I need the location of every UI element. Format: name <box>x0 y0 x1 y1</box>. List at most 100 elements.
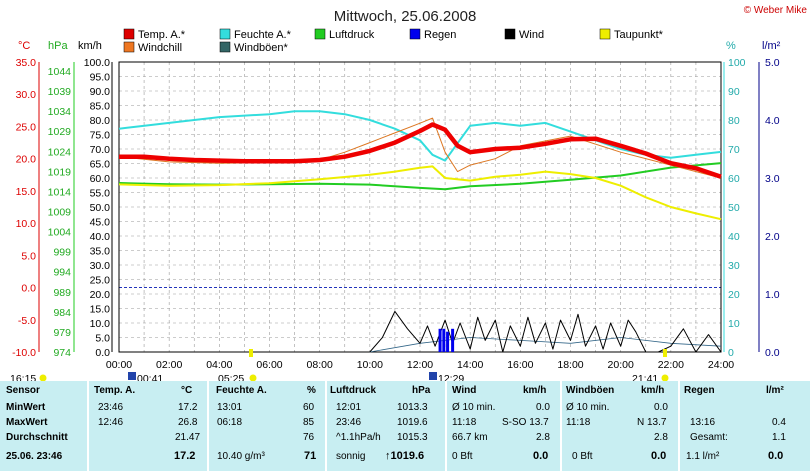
header-wind-unit: km/h <box>523 385 547 396</box>
legend-label: Windböen* <box>234 42 289 54</box>
sun-icon <box>39 374 47 381</box>
abs-hum: 10.40 g/m³ <box>217 451 265 462</box>
axis-unit-press: hPa <box>48 40 68 52</box>
press-tick-label: 1009 <box>48 207 72 219</box>
rain-bar <box>442 328 446 352</box>
wind-info: 66.7 km <box>452 432 488 443</box>
header-sensor: Sensor <box>6 385 40 396</box>
press-trend: ^1.1hPa/h <box>336 432 381 443</box>
press-tick-label: 989 <box>53 287 71 299</box>
table-divider <box>207 381 209 471</box>
rain-total: 1.1 l/m² <box>686 451 720 462</box>
wind-tick-label: 85.0 <box>90 101 111 113</box>
wind-tick-label: 20.0 <box>90 289 111 301</box>
legend-swatch <box>123 28 135 40</box>
header-press-unit: hPa <box>412 385 431 396</box>
row-label: MinWert <box>6 402 46 413</box>
legend-label: Regen <box>424 29 456 41</box>
time-tick-label: 04:00 <box>206 359 232 371</box>
wind-value: 0.0 <box>536 402 550 413</box>
wind-tick-label: 70.0 <box>90 144 111 156</box>
wind-tick-label: 35.0 <box>90 246 111 258</box>
press-tick-label: 1044 <box>48 66 72 78</box>
legend-label: Taupunkt* <box>614 29 664 41</box>
plot-frame <box>118 61 722 353</box>
hum-tick-label: 40 <box>728 231 740 243</box>
wind-tick-label: 50.0 <box>90 202 111 214</box>
table-header-row: Sensor Temp. A. °C Feuchte A. % Luftdruc… <box>0 383 810 398</box>
table-divider <box>87 381 89 471</box>
rain-bar <box>446 331 450 352</box>
gust-bft: 0 Bft <box>572 451 593 462</box>
legend-label: Temp. A.* <box>138 29 186 41</box>
temp-tick-label: 15.0 <box>16 186 37 198</box>
time-tick-label: 24:00 <box>708 359 734 371</box>
moon-time-label: 00:41 <box>137 373 163 381</box>
wind-info: 11:18 <box>452 417 477 428</box>
wind-tick-label: 10.0 <box>90 318 111 330</box>
sunrise-label: 05:25 <box>218 373 244 381</box>
press-tick-label: 1024 <box>48 146 72 158</box>
time-tick-label: 20:00 <box>608 359 634 371</box>
hum-value: 76 <box>303 432 315 443</box>
press-value: ↑1019.6 <box>385 450 425 462</box>
gust-info: Ø 10 min. <box>566 402 610 413</box>
row-label: 25.06. 23:46 <box>6 451 63 462</box>
header-gust-unit: km/h <box>641 385 665 396</box>
legend-swatch <box>123 41 135 53</box>
header-gust: Windböen <box>566 385 615 396</box>
legend-swatch <box>599 28 611 40</box>
hum-tick-label: 0 <box>728 347 734 359</box>
header-rain-unit: l/m² <box>766 385 784 396</box>
wind-tick-label: 75.0 <box>90 130 111 142</box>
series-feuchte <box>118 110 722 162</box>
press-tick-label: 1034 <box>48 106 72 118</box>
time-tick-label: 18:00 <box>557 359 583 371</box>
press-tick-label: 1014 <box>48 186 72 198</box>
temp-value: 17.2 <box>174 450 196 462</box>
row-label: Durchschnitt <box>6 432 68 443</box>
left-time-label: 16:15 <box>10 373 36 381</box>
wind-bft: 0 Bft <box>452 451 473 462</box>
hum-time: 13:01 <box>217 402 243 413</box>
rain-tick-label: 0.0 <box>765 347 780 359</box>
temp-time: 23:46 <box>98 402 124 413</box>
rain-info: 13:16 <box>690 417 716 428</box>
sun-icon <box>249 374 257 381</box>
sunset-marker <box>663 349 667 357</box>
sunrise-marker <box>249 349 253 357</box>
table-divider <box>560 381 562 471</box>
temp-value: 17.2 <box>178 402 198 413</box>
rain-info: Gesamt: <box>690 432 728 443</box>
legend-label: Feuchte A.* <box>234 29 292 41</box>
legend-swatch <box>504 28 516 40</box>
axis-unit-wind: km/h <box>78 40 102 52</box>
temp-tick-label: 20.0 <box>16 154 37 166</box>
wind-tick-label: 80.0 <box>90 115 111 127</box>
header-wind: Wind <box>452 385 477 396</box>
rain-value: 1.1 <box>772 432 786 443</box>
table-divider <box>325 381 327 471</box>
wind-tick-label: 95.0 <box>90 72 111 84</box>
press-value: 1013.3 <box>397 402 428 413</box>
wind-tick-label: 55.0 <box>90 188 111 200</box>
table-row: Durchschnitt 21.47 76 ^1.1hPa/h 1015.3 6… <box>0 430 810 445</box>
legend-swatch <box>219 41 231 53</box>
rain-tick-label: 2.0 <box>765 231 780 243</box>
temp-tick-label: 30.0 <box>16 89 37 101</box>
series-windboeen <box>369 337 722 353</box>
time-tick-label: 12:00 <box>407 359 433 371</box>
axis-unit-temp: °C <box>18 40 30 52</box>
temp-tick-label: 25.0 <box>16 121 37 133</box>
hum-tick-label: 10 <box>728 318 740 330</box>
table-divider <box>678 381 680 471</box>
header-press: Luftdruck <box>330 385 377 396</box>
wind-tick-label: 90.0 <box>90 86 111 98</box>
hum-tick-label: 70 <box>728 144 740 156</box>
rain-tick-label: 5.0 <box>765 57 780 69</box>
wind-dir-value: S-SO 13.7 <box>502 417 549 428</box>
sun-icon <box>661 374 669 381</box>
hum-value: 85 <box>303 417 315 428</box>
time-tick-label: 06:00 <box>256 359 282 371</box>
press-tick-label: 974 <box>53 347 71 359</box>
